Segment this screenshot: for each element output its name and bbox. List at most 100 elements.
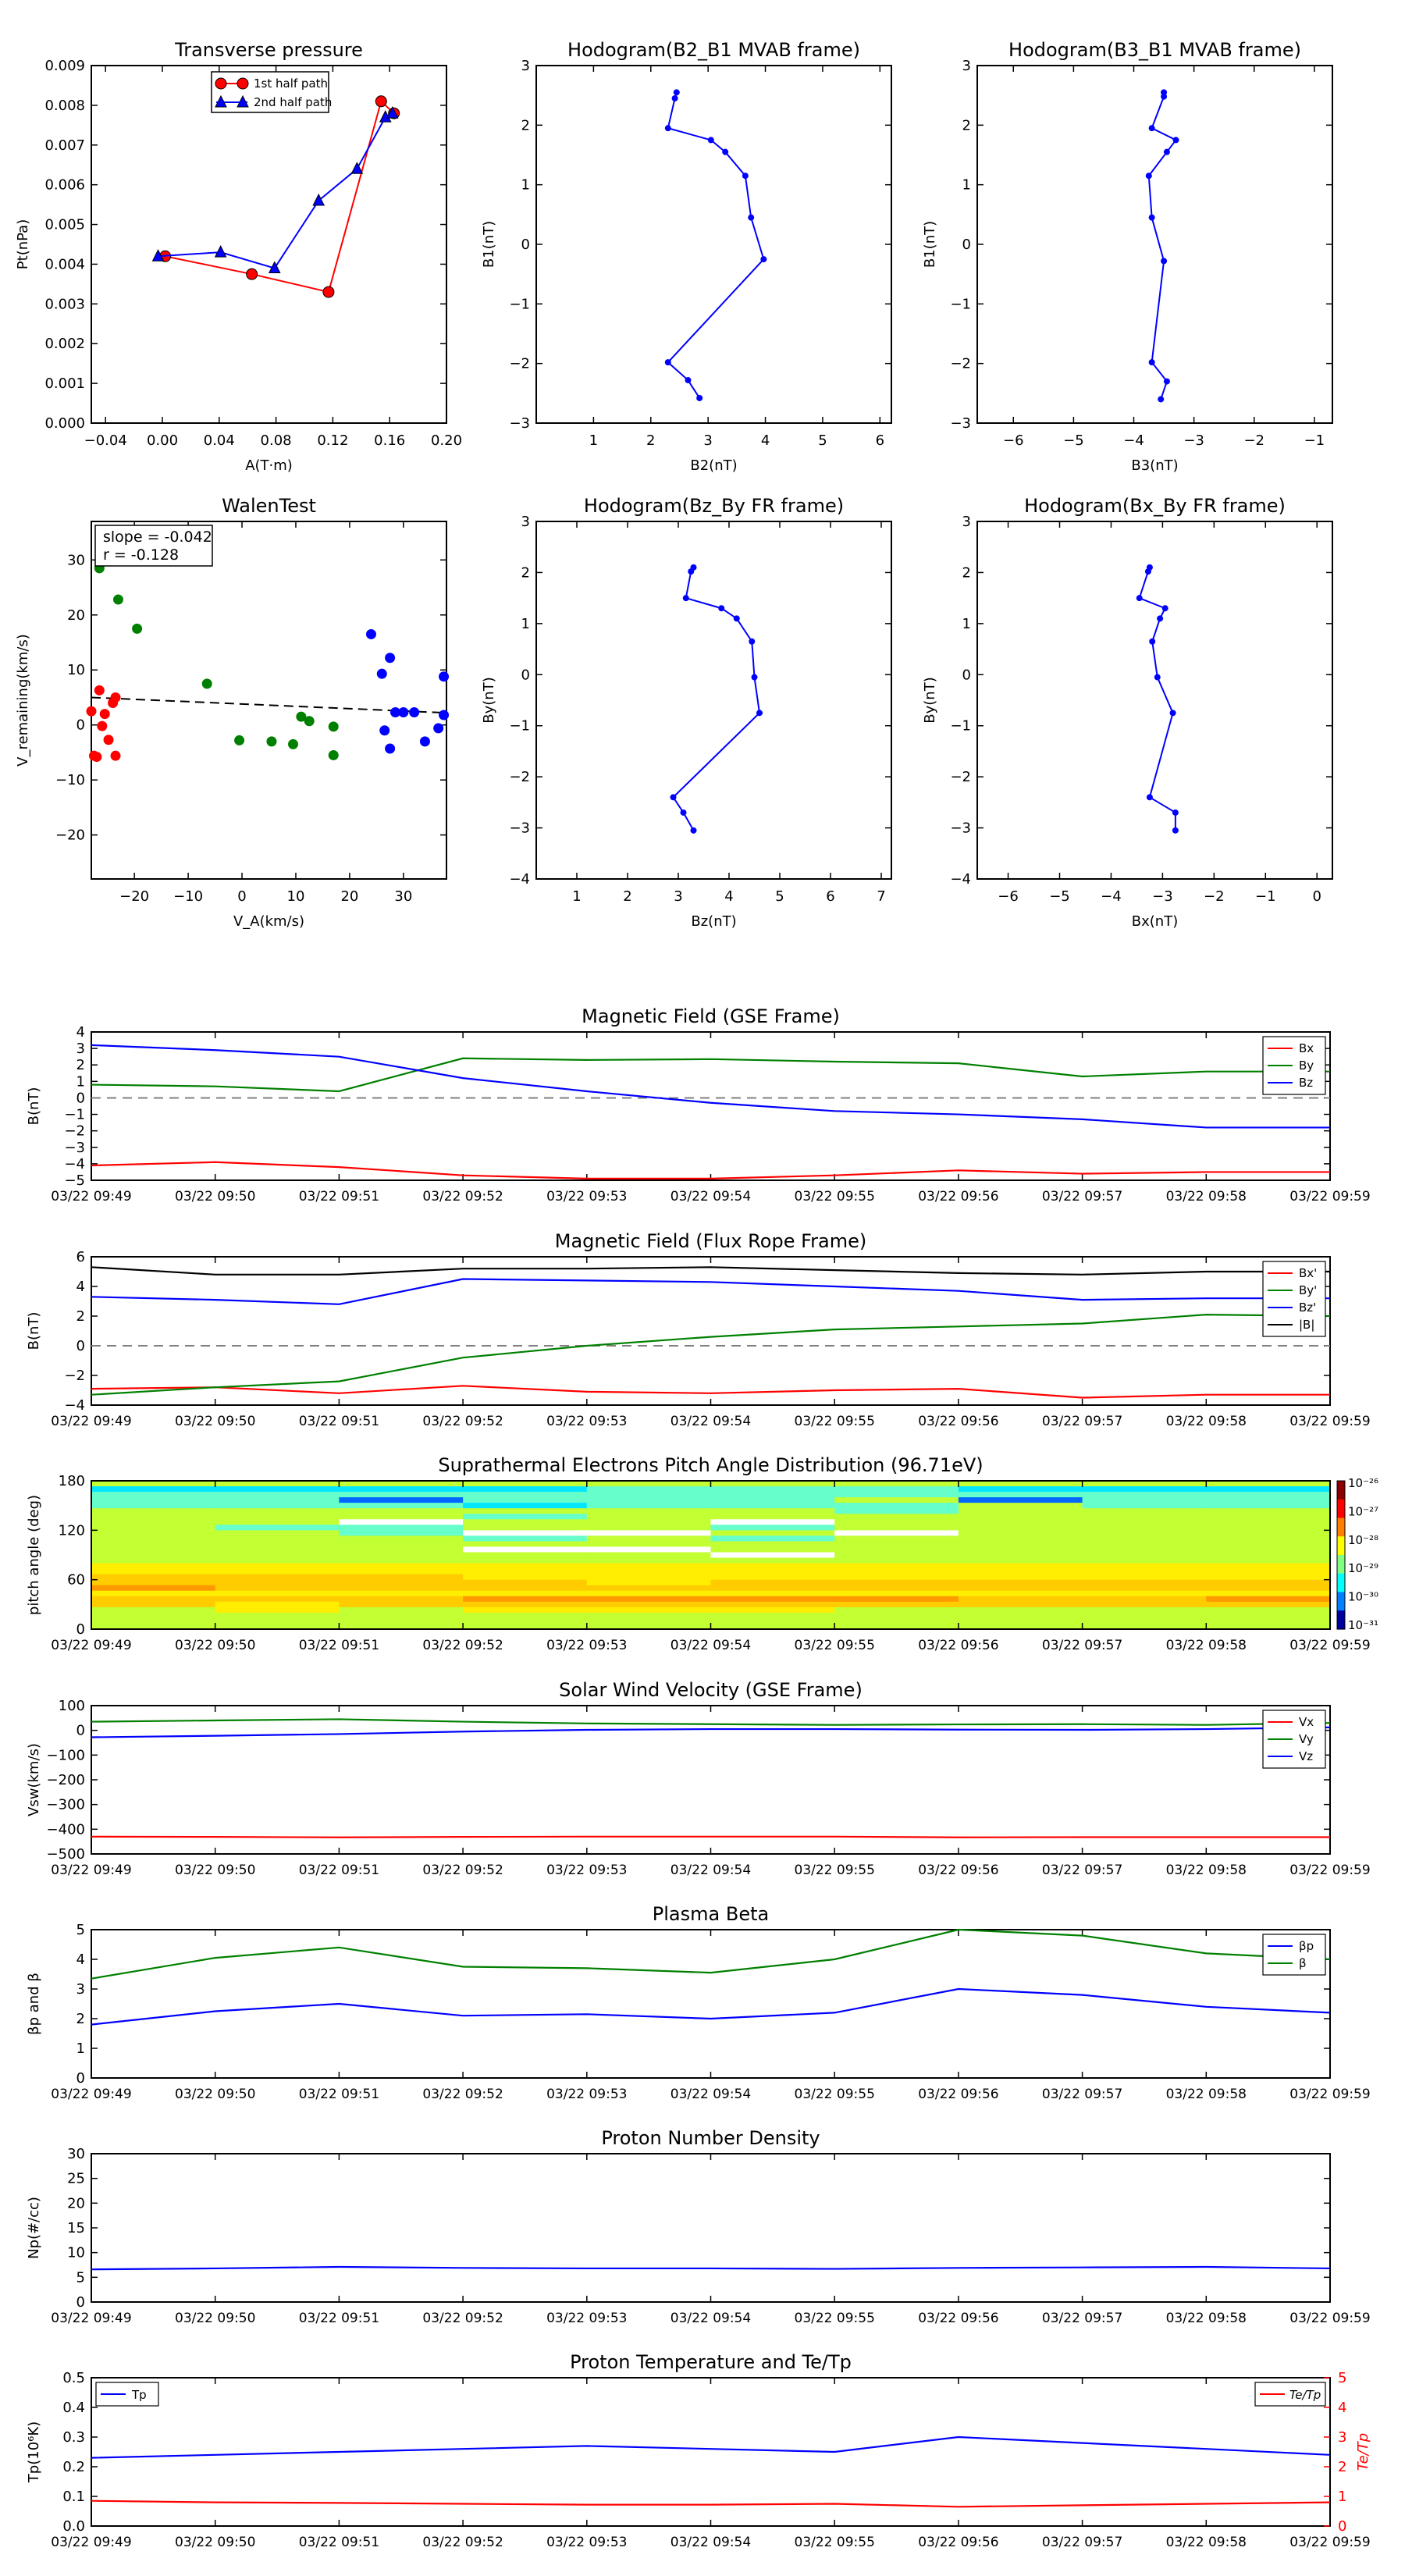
- data-point: [1148, 214, 1155, 221]
- heatmap-cell: [91, 1590, 216, 1597]
- x-tick-label: 2: [646, 432, 655, 449]
- annotation-text: slope = -0.042: [103, 528, 212, 546]
- x-tick-label: 03/22 09:59: [1289, 2087, 1370, 2102]
- data-point: [439, 671, 450, 682]
- heatmap-cell: [463, 1546, 588, 1553]
- y-tick-label: 4: [76, 1952, 85, 1968]
- y-tick-label: 10: [67, 662, 85, 678]
- heatmap-cell: [710, 1514, 835, 1520]
- data-point: [751, 674, 758, 681]
- y-tick-label: 20: [67, 2195, 85, 2211]
- y-tick-label: 0.0: [62, 2518, 85, 2535]
- heatmap-cell: [710, 1497, 835, 1503]
- heatmap-cell: [215, 1541, 340, 1548]
- y-tick-label: 1: [521, 177, 530, 194]
- heatmap-cell: [958, 1481, 1083, 1487]
- heatmap-cell: [1206, 1508, 1331, 1514]
- panel-vsw: Solar Wind Velocity (GSE Frame) −500 −400 −…: [26, 1679, 1371, 1878]
- data-point: [1158, 396, 1165, 403]
- heatmap-cell: [958, 1497, 1083, 1503]
- chart-walen: −20 −10 0 10 20 30 −20 −10 0 10 20 30 WalenTest V_A(k…: [15, 495, 450, 930]
- heatmap-cell: [710, 1557, 835, 1564]
- heatmap-cell: [339, 1503, 464, 1509]
- heatmap-cell: [586, 1514, 712, 1520]
- heatmap-cell: [339, 1535, 464, 1542]
- heatmap-cell: [463, 1481, 588, 1487]
- heatmap-cell: [834, 1481, 959, 1487]
- heatmap-cell: [710, 1525, 835, 1531]
- heatmap-cell: [1082, 1481, 1207, 1487]
- x-tick-label: 03/22 09:52: [422, 1189, 503, 1204]
- x-tick-label: 03/22 09:50: [175, 1189, 255, 1204]
- heatmap-cell: [586, 1535, 712, 1542]
- y-tick-label: 10: [67, 2245, 85, 2261]
- y-tick-label: 0: [76, 1723, 85, 1739]
- x-tick-label: 03/22 09:57: [1042, 1638, 1122, 1653]
- heatmap-cell: [463, 1601, 588, 1608]
- heatmap-cell: [710, 1601, 835, 1608]
- y-tick-label: 2: [76, 2011, 85, 2027]
- x-tick-label: 03/22 09:53: [546, 2311, 627, 2326]
- heatmap-cell: [586, 1563, 712, 1570]
- data-point: [266, 736, 277, 747]
- heatmap-cell: [958, 1541, 1083, 1548]
- heatmap-cell: [834, 1579, 959, 1586]
- heatmap-cell: [1082, 1519, 1207, 1525]
- y-tick-label: 1: [962, 177, 971, 194]
- y-tick-label: 0.003: [44, 296, 85, 312]
- heatmap-cell: [958, 1606, 1083, 1614]
- heatmap-cell: [215, 1514, 340, 1520]
- heatmap-cell: [958, 1596, 1083, 1603]
- x-tick-label: 03/22 09:53: [546, 1189, 627, 1204]
- heatmap-cell: [339, 1514, 464, 1520]
- heatmap-cell: [91, 1525, 216, 1531]
- x-tick-label: 03/22 09:56: [918, 1863, 998, 1878]
- y-tick-label: 20: [67, 607, 85, 624]
- y-tick-label: 0: [76, 1338, 85, 1354]
- data-point: [288, 738, 299, 749]
- heatmap-cell: [463, 1612, 588, 1619]
- heatmap-cell: [958, 1546, 1083, 1553]
- series-line: [91, 1313, 1331, 1396]
- y-tick-label: 4: [76, 1279, 85, 1295]
- data-point: [1148, 125, 1155, 132]
- heatmap-cell: [91, 1481, 216, 1487]
- chart-hodo-b2b1: 1 2 3 4 5 6 −3 −2 −1 0 1 2 3 Hodogram(B2_B1 MVAB fram…: [481, 39, 892, 474]
- heatmap-cell: [586, 1585, 712, 1592]
- heatmap-cell: [463, 1525, 588, 1531]
- heatmap-cell: [91, 1563, 216, 1570]
- x-tick-label: 03/22 09:59: [1289, 1189, 1370, 1204]
- x-tick-label: 03/22 09:59: [1289, 1638, 1370, 1653]
- heatmap-cell: [339, 1623, 464, 1630]
- heatmap-cell: [1082, 1486, 1207, 1493]
- heatmap-cell: [215, 1601, 340, 1608]
- heatmap-cell: [586, 1596, 712, 1603]
- heatmap-cell: [339, 1519, 464, 1525]
- y-tick-label: 3: [521, 58, 530, 74]
- heatmap-cell: [1082, 1525, 1207, 1531]
- heatmap-cell: [1082, 1563, 1207, 1570]
- data-point: [1161, 605, 1168, 612]
- legend-label: 2nd half path: [254, 95, 332, 109]
- x-tick-label: 03/22 09:49: [51, 2087, 131, 2102]
- x-tick-label: 03/22 09:53: [546, 2535, 627, 2550]
- heatmap-cell: [1206, 1596, 1331, 1603]
- heatmap-cell: [463, 1497, 588, 1503]
- heatmap-cell: [586, 1574, 712, 1581]
- y-tick-label: −2: [950, 769, 971, 785]
- x-tick-label: 03/22 09:54: [670, 2087, 751, 2102]
- heatmap-cell: [463, 1541, 588, 1548]
- y-tick-label: −100: [47, 1747, 85, 1763]
- legend-label: Vx: [1299, 1715, 1314, 1729]
- heatmap-cell: [215, 1508, 340, 1514]
- heatmap-cell: [339, 1585, 464, 1592]
- data-point: [1148, 359, 1155, 366]
- heatmap-cell: [834, 1585, 959, 1592]
- heatmap-cell: [1082, 1574, 1207, 1581]
- heatmap-cell: [834, 1557, 959, 1564]
- y-tick-label: 0: [76, 2070, 85, 2087]
- y-tick-label: 0.1: [62, 2489, 85, 2505]
- heatmap-cell: [710, 1552, 835, 1559]
- data-point: [664, 359, 671, 366]
- legend-label: By': [1299, 1283, 1317, 1297]
